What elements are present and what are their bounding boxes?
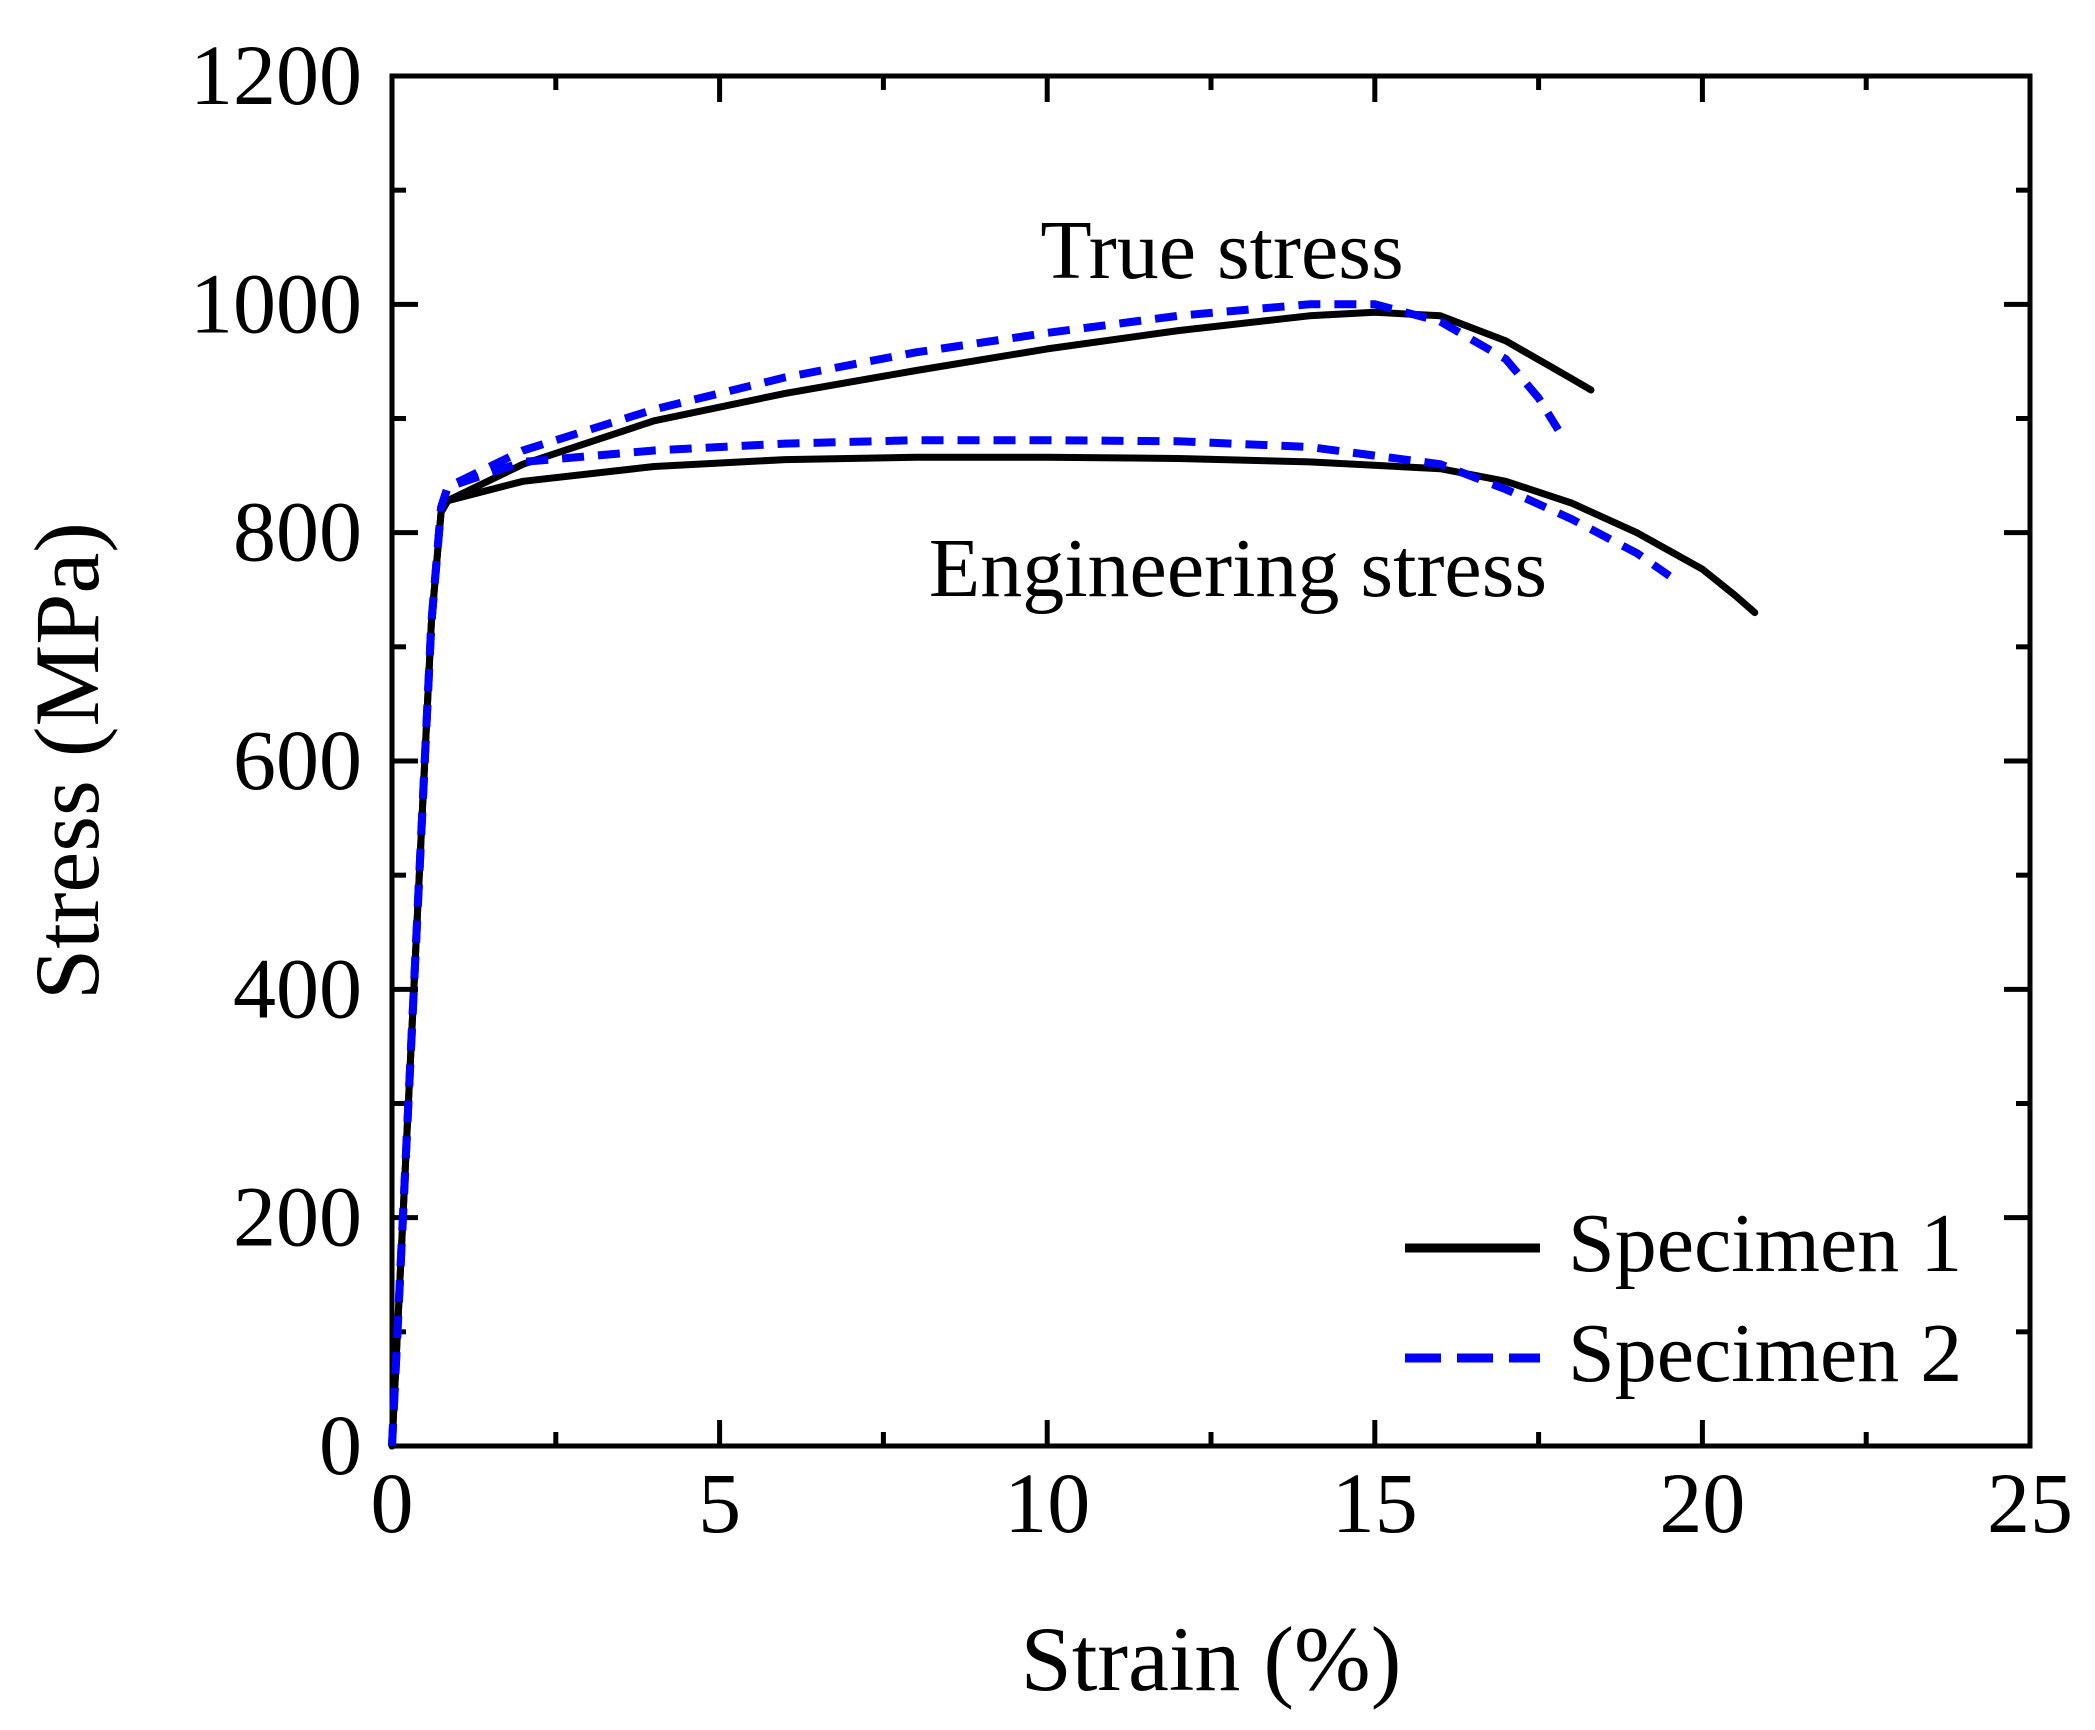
y-tick-label: 0 — [319, 1397, 362, 1493]
legend-label-specimen-1: Specimen 1 — [1568, 1197, 1962, 1290]
engineering-stress-annotation: Engineering stress — [929, 522, 1547, 615]
y-tick-labels: 0 200 400 600 800 1000 1200 — [190, 27, 362, 1493]
y-axis-title: Stress (MPa) — [16, 522, 118, 1000]
series-specimen-2-engineering-line — [388, 436, 1672, 1447]
x-tick-label: 10 — [1004, 1455, 1090, 1551]
x-tick-label: 20 — [1659, 1455, 1745, 1551]
x-tick-labels: 0 5 10 15 20 25 — [371, 1455, 2074, 1551]
legend-label-specimen-2: Specimen 2 — [1568, 1307, 1962, 1400]
y-tick-label: 800 — [233, 484, 362, 580]
y-tick-label: 400 — [233, 940, 362, 1036]
y-tick-label: 1200 — [190, 27, 362, 123]
x-axis-title: Strain (%) — [1021, 1608, 1402, 1710]
axis-ticks — [392, 76, 2030, 1446]
x-tick-label: 15 — [1332, 1455, 1418, 1551]
legend: Specimen 1 Specimen 2 — [1405, 1197, 1962, 1400]
x-tick-label: 25 — [1987, 1455, 2073, 1551]
true-stress-annotation: True stress — [1040, 204, 1403, 297]
series-layer — [388, 300, 1759, 1450]
x-tick-label: 0 — [371, 1455, 414, 1551]
series-specimen-1-true-line — [388, 308, 1595, 1450]
y-tick-label: 1000 — [190, 255, 362, 351]
y-tick-label: 200 — [233, 1169, 362, 1265]
x-tick-label: 5 — [698, 1455, 741, 1551]
y-tick-label: 600 — [233, 712, 362, 808]
